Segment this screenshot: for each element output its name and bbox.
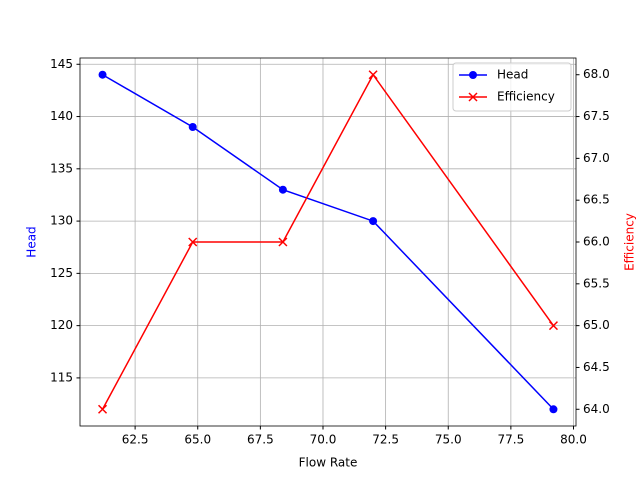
y2-tick-label: 64.5 [583,360,610,374]
legend: Head Efficiency [452,62,572,112]
x-tick-label: 75.0 [435,433,462,447]
y-tick-label: 145 [50,57,73,71]
y2-tick-label: 68.0 [583,67,610,81]
marker [368,70,378,80]
y-tick-label: 125 [50,266,73,280]
marker [548,321,558,331]
y-tick-label: 120 [50,318,73,332]
x-tick-label: 70.0 [310,433,337,447]
x-tick-label: 77.5 [498,433,525,447]
marker [369,217,378,226]
marker [98,70,107,79]
y2-tick-label: 67.5 [583,109,610,123]
y-tick-label: 130 [50,214,73,228]
y2-tick-label: 66.5 [583,193,610,207]
marker [188,237,198,247]
y-axis-label: Head [25,226,39,257]
line [101,73,555,410]
y-tick-label: 140 [50,109,73,123]
marker [278,185,287,194]
x-tick-label: 65.0 [184,433,211,447]
y-tick-label: 135 [50,161,73,175]
x-axis-label: Flow Rate [299,456,358,470]
line [102,74,554,410]
marker [278,237,288,247]
legend-label: Efficiency [497,90,555,104]
x-tick-label: 62.5 [122,433,149,447]
x-tick-label: 72.5 [372,433,399,447]
plot-frame [79,57,577,427]
legend-label: Head [497,68,528,82]
marker [188,123,197,131]
y2-tick-label: 65.0 [583,318,610,332]
legend-marker [469,71,477,79]
y2-tick-label: 64.0 [583,402,610,416]
y2-tick-label: 65.5 [583,276,610,290]
x-tick-label: 67.5 [247,433,274,447]
y2-tick-label: 66.0 [583,235,610,249]
x-tick-label: 80.0 [560,433,587,447]
legend-marker [468,92,478,102]
y2-axis-label: Efficiency [623,213,637,271]
y2-tick-label: 67.0 [583,151,610,165]
marker [98,404,108,414]
marker [549,405,558,414]
y-tick-label: 115 [50,370,73,384]
